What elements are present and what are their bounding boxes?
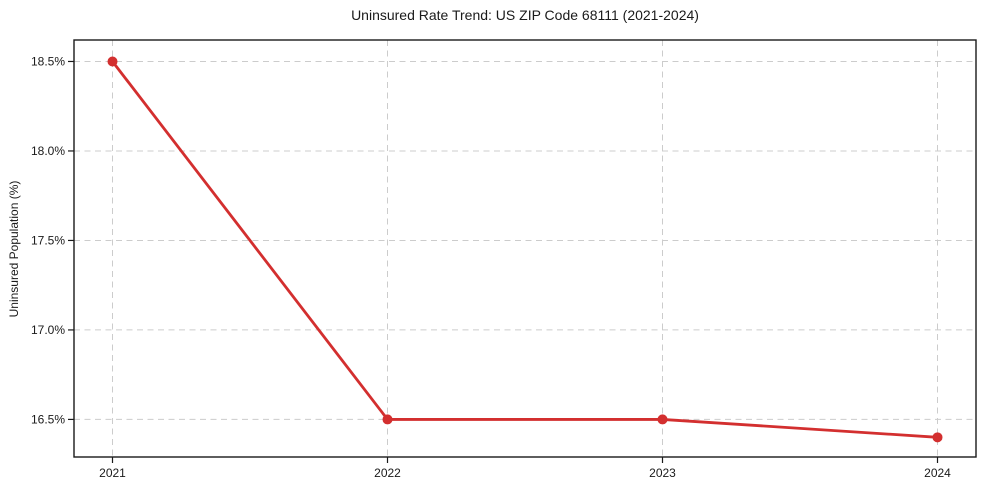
y-tick-label: 18.5% [31, 54, 65, 68]
data-point-marker [932, 432, 943, 443]
x-tick-label: 2024 [924, 466, 951, 480]
plot-border [73, 39, 977, 458]
x-tick-label: 2022 [374, 466, 401, 480]
trend-line [111, 60, 938, 439]
y-tick-label: 17.5% [31, 233, 65, 247]
x-tick-label: 2021 [99, 466, 126, 480]
y-tick-label: 17.0% [31, 323, 65, 337]
y-tick-label: 16.5% [31, 412, 65, 426]
chart-title: Uninsured Rate Trend: US ZIP Code 68111 … [351, 7, 699, 23]
data-point-marker [657, 414, 668, 425]
x-tick-label: 2023 [649, 466, 676, 480]
data-point-marker [382, 414, 393, 425]
y-tick-label: 18.0% [31, 144, 65, 158]
data-point-marker [107, 56, 118, 67]
